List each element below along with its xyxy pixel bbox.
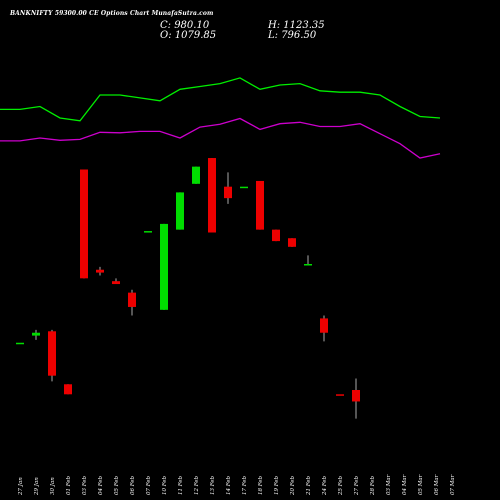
candle-body <box>64 384 72 395</box>
high-value: H: 1123.35 <box>268 20 325 31</box>
candle-body <box>288 238 296 247</box>
candle-body <box>224 186 232 199</box>
candle-body <box>128 292 136 307</box>
lower-band-line <box>0 117 441 159</box>
candle-body <box>256 180 264 230</box>
x-tick-label: 06 Mar <box>434 474 440 495</box>
candle-body <box>32 332 40 336</box>
x-tick-label: 13 Feb <box>210 475 216 495</box>
open-value: O: 1079.85 <box>160 30 217 41</box>
x-tick-label: 04 Feb <box>98 475 104 495</box>
x-tick-label: 29 Jan <box>34 477 40 496</box>
x-tick-label: 18 Feb <box>258 475 264 495</box>
x-tick-label: 21 Feb <box>306 475 312 496</box>
x-tick-label: 19 Feb <box>274 475 280 495</box>
candle-body <box>352 390 360 402</box>
candle-body <box>176 192 184 230</box>
candle-body <box>208 158 216 233</box>
candle-body <box>96 269 104 273</box>
x-tick-label: 11 Feb <box>178 475 184 495</box>
x-tick-label: 14 Feb <box>226 475 232 495</box>
x-tick-label: 12 Feb <box>194 475 200 495</box>
x-tick-label: 25 Feb <box>338 475 344 496</box>
x-tick-label: 17 Feb <box>242 475 248 495</box>
upper-band-line <box>0 77 441 122</box>
x-tick-label: 07 Feb <box>146 475 152 495</box>
close-value: C: 980.10 <box>160 20 210 31</box>
x-tick-label: 05 Feb <box>114 475 120 495</box>
candle-body <box>320 318 328 333</box>
x-tick-label: 05 Mar <box>418 474 424 495</box>
x-tick-label: 04 Mar <box>402 474 408 495</box>
x-tick-label: 10 Feb <box>162 475 168 495</box>
x-tick-label: 27 Feb <box>354 475 360 496</box>
candle-body <box>144 231 152 233</box>
x-tick-label: 06 Feb <box>130 475 136 495</box>
candle-body <box>16 342 24 345</box>
candle-body <box>80 169 88 279</box>
candle-body <box>112 281 120 285</box>
x-tick-label: 30 Jan <box>50 477 56 495</box>
x-tick-label: 03 Feb <box>82 475 88 495</box>
low-value: L: 796.50 <box>268 30 317 41</box>
chart-title: BANKNIFTY 59300.00 CE Options Chart Muna… <box>10 10 214 17</box>
candle-body <box>48 331 56 376</box>
x-tick-label: 03 Mar <box>386 474 392 495</box>
x-tick-label: 07 Mar <box>450 474 456 495</box>
candle-body <box>304 264 312 266</box>
x-tick-label: 20 Feb <box>290 475 296 496</box>
x-tick-label: 01 Feb <box>66 475 72 495</box>
candle-body <box>272 229 280 242</box>
candle-body <box>336 394 344 396</box>
candle-body <box>240 186 248 189</box>
x-tick-label: 28 Feb <box>370 475 376 496</box>
candle-body <box>192 166 200 184</box>
x-tick-label: 27 Jan <box>18 477 24 496</box>
x-tick-label: 24 Feb <box>322 475 328 496</box>
candle-body <box>160 223 168 310</box>
